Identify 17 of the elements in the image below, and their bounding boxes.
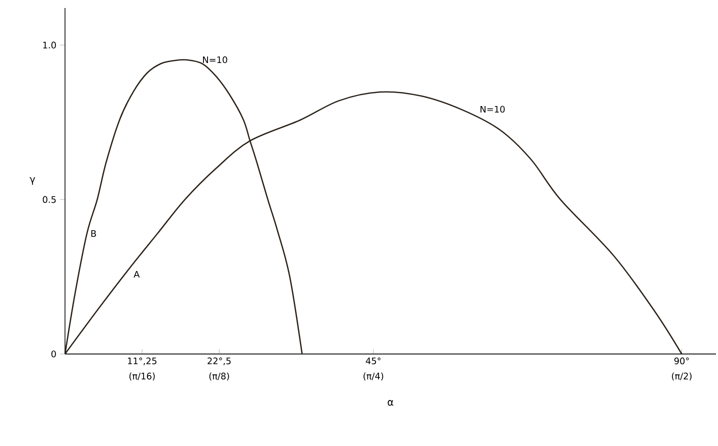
x-tick-label: 22°,5 (208, 358, 231, 366)
annotation: N=10 (203, 56, 228, 64)
text: (π/2) (672, 372, 692, 381)
text: (π/16) (129, 372, 155, 381)
series-label: A (134, 271, 140, 278)
x-tick-label: 45° (366, 358, 380, 364)
text: (π/8) (209, 372, 229, 381)
annotation: N=10 (480, 106, 505, 113)
y-tick-label: 1.0 (43, 42, 56, 48)
x-axis-title: α (388, 400, 394, 406)
x-tick-label: 11°,25 (128, 358, 156, 366)
x-tick-label: 90° (674, 358, 689, 364)
y-tick-label: 0 (51, 350, 56, 358)
series-label: B (91, 230, 96, 237)
y-tick-label: 0.5 (42, 196, 56, 203)
y-axis-title: γ (30, 177, 36, 185)
text: (π/4) (364, 372, 384, 381)
